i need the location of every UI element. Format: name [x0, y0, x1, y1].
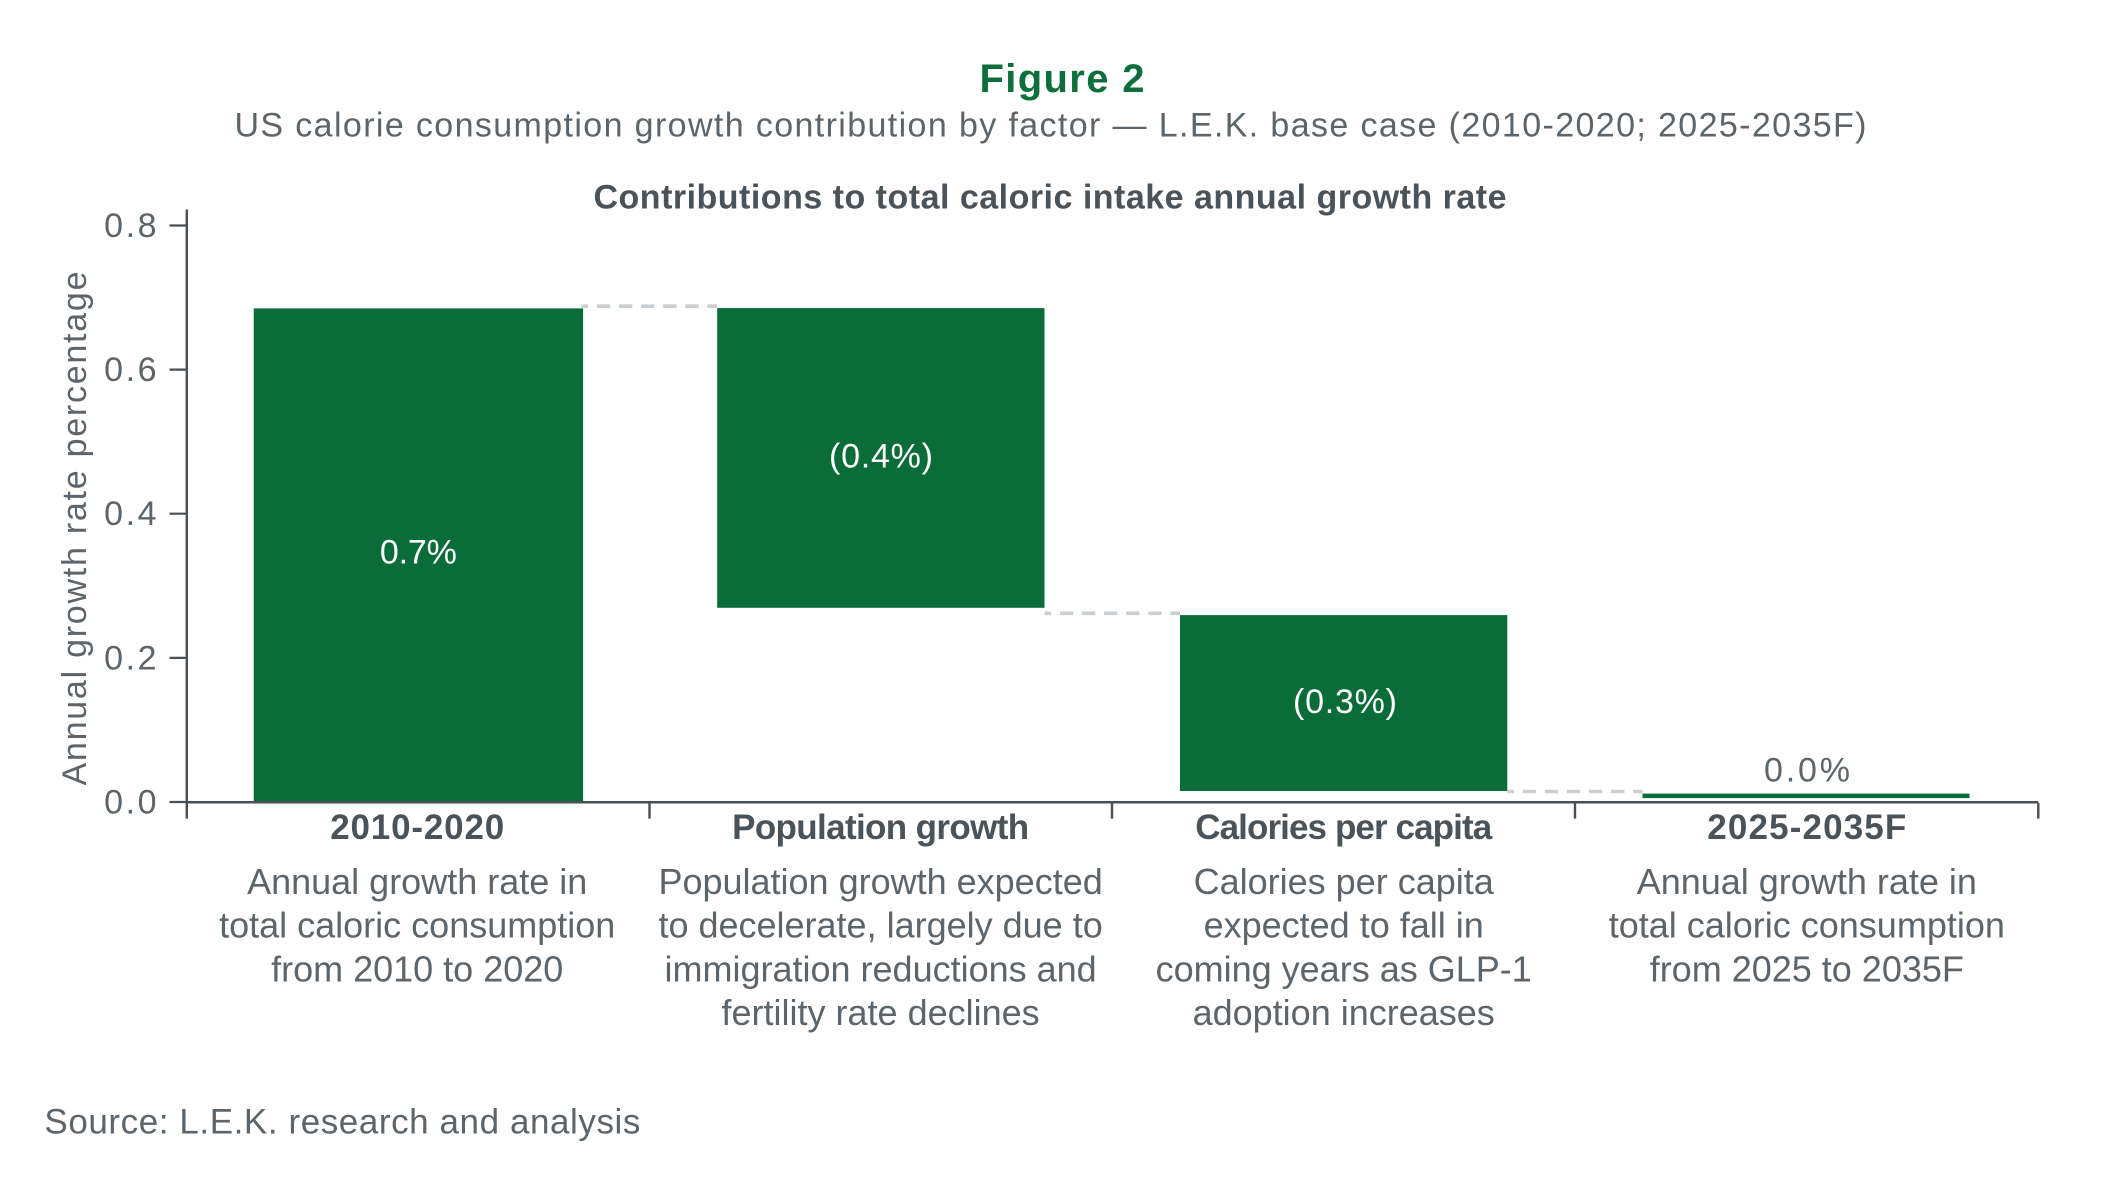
svg-text:from 2010 to 2020: from 2010 to 2020: [271, 948, 563, 989]
svg-text:expected to fall in: expected to fall in: [1204, 905, 1484, 946]
svg-text:Population growth: Population growth: [732, 808, 1029, 847]
svg-text:0.8: 0.8: [104, 207, 156, 245]
svg-text:immigration reductions and: immigration reductions and: [664, 948, 1096, 989]
svg-text:Annual growth rate in: Annual growth rate in: [247, 861, 587, 902]
svg-text:0.0%: 0.0%: [1764, 752, 1850, 790]
svg-text:Figure 2: Figure 2: [980, 57, 1145, 101]
svg-text:fertility rate declines: fertility rate declines: [722, 992, 1040, 1033]
svg-text:from 2025 to 2035F: from 2025 to 2035F: [1650, 948, 1964, 989]
svg-text:2010-2020: 2010-2020: [330, 808, 504, 847]
svg-text:adoption increases: adoption increases: [1193, 992, 1495, 1033]
svg-text:to decelerate, largely due to: to decelerate, largely due to: [658, 905, 1102, 946]
svg-text:Contributions to total caloric: Contributions to total caloric intake an…: [594, 179, 1507, 217]
svg-text:2025-2035F: 2025-2035F: [1707, 808, 1906, 847]
svg-text:0.0: 0.0: [104, 784, 156, 822]
svg-text:0.6: 0.6: [104, 351, 156, 389]
svg-text:coming years as GLP-1: coming years as GLP-1: [1156, 948, 1532, 989]
svg-text:0.2: 0.2: [104, 639, 156, 677]
svg-text:(0.4%): (0.4%): [829, 438, 933, 476]
svg-text:Annual growth rate percentage: Annual growth rate percentage: [56, 272, 94, 786]
svg-text:Population growth expected: Population growth expected: [658, 861, 1102, 902]
svg-text:Calories per capita: Calories per capita: [1195, 808, 1493, 847]
svg-text:total caloric consumption: total caloric consumption: [219, 905, 615, 946]
svg-text:Calories per capita: Calories per capita: [1194, 861, 1495, 902]
svg-text:Source: L.E.K. research and an: Source: L.E.K. research and analysis: [44, 1103, 640, 1142]
svg-text:0.4: 0.4: [104, 495, 156, 533]
svg-text:Annual growth rate in: Annual growth rate in: [1637, 861, 1977, 902]
svg-text:US calorie consumption growth: US calorie consumption growth contributi…: [235, 107, 1867, 145]
svg-text:0.7%: 0.7%: [380, 534, 457, 572]
svg-text:(0.3%): (0.3%): [1293, 683, 1397, 721]
svg-text:total caloric consumption: total caloric consumption: [1609, 905, 2005, 946]
